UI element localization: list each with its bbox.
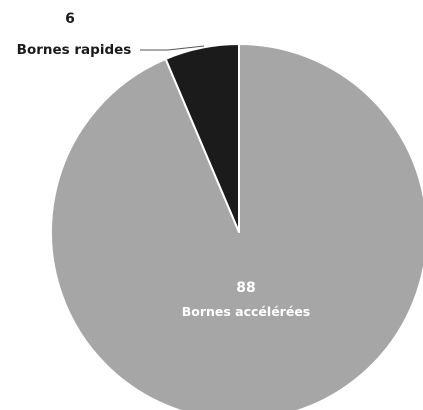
slice-value-label-bornes-accelerees: 88 bbox=[236, 280, 255, 296]
slice-name-label-bornes-accelerees: Bornes accélérées bbox=[182, 304, 311, 319]
pie-slice-bornes-rapides bbox=[164, 43, 240, 233]
pie-slice-bornes-accelerees bbox=[50, 43, 423, 410]
slice-value-label-bornes-rapides: 6 bbox=[65, 11, 75, 27]
leader-line-bornes-rapides bbox=[140, 45, 205, 51]
slice-name-label-bornes-rapides: Bornes rapides bbox=[17, 42, 132, 58]
pie-slices bbox=[50, 43, 423, 410]
